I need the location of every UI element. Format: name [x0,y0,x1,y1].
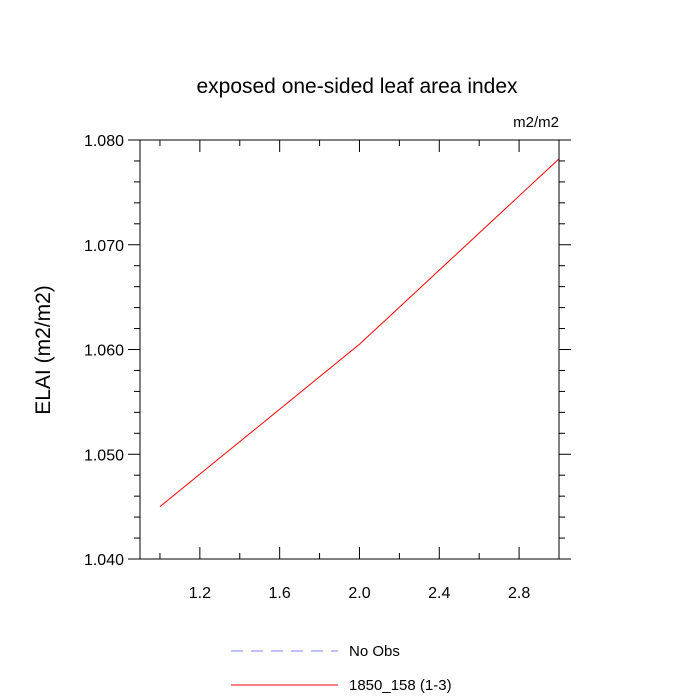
y-tick-label: 1.050 [84,447,124,464]
x-tick-label: 1.2 [189,585,211,602]
y-tick-label: 1.070 [84,238,124,255]
axis-tick-labels: 1.2 1.6 2.0 2.4 2.8 1.040 1.050 1.060 1.070 1.080 [84,133,530,602]
series-line [159,158,560,508]
x-tick-label: 1.6 [269,585,291,602]
x-tick-label: 2.8 [508,585,530,602]
y-tick-label: 1.060 [84,343,124,360]
legend-label: 1850_158 (1-3) [349,677,452,694]
plot-frame [139,139,560,560]
legend: No Obs 1850_158 (1-3) [231,643,452,694]
y-tick-label: 1.080 [84,133,124,150]
axis-ticks [128,139,571,560]
x-tick-label: 2.4 [428,585,450,602]
legend-label: No Obs [349,643,400,660]
units-label: m2/m2 [513,114,559,131]
y-tick-label: 1.040 [84,552,124,569]
x-tick-label: 2.0 [348,585,370,602]
series-layer [159,158,560,508]
y-axis-label: ELAI (m2/m2) [32,285,55,415]
chart-title: exposed one-sided leaf area index [196,75,518,98]
